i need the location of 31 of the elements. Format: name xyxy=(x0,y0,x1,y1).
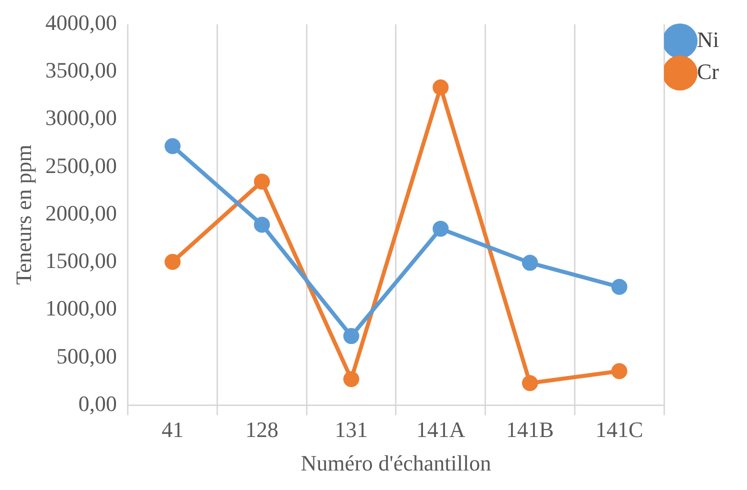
point xyxy=(432,220,449,237)
y-tick-label: 500,00 xyxy=(56,343,117,368)
x-tick-label: 141B xyxy=(506,417,554,442)
point xyxy=(343,371,360,388)
point xyxy=(522,375,538,392)
point xyxy=(611,278,628,295)
x-tick-label: 41 xyxy=(162,417,184,442)
point xyxy=(522,254,538,271)
y-axis-title: Teneurs en ppm xyxy=(10,144,36,285)
x-tick-label: 141A xyxy=(416,417,466,442)
x-tick-label: 131 xyxy=(334,417,368,442)
point xyxy=(611,363,628,380)
point xyxy=(164,254,181,270)
y-tick-label: 0,00 xyxy=(78,390,117,416)
y-tick-label: 3500,00 xyxy=(45,58,117,83)
y-tick-label: 1500,00 xyxy=(45,248,117,274)
point xyxy=(164,138,181,154)
x-axis-title: Numéro d'échantillon xyxy=(300,450,492,476)
x-tick-label: 141C xyxy=(595,417,644,442)
x-tick-label: 128 xyxy=(245,417,278,442)
y-tick-label: 4000,00 xyxy=(45,10,117,35)
y-tick-label: 1000,00 xyxy=(45,296,117,321)
point xyxy=(254,174,270,190)
y-tick-label: 2500,00 xyxy=(45,152,117,178)
y-tick-label: 2000,00 xyxy=(45,200,117,226)
legend-label: Ni xyxy=(697,26,719,52)
point xyxy=(343,328,360,344)
legend-label: Cr xyxy=(697,58,720,84)
y-tick-label: 3000,00 xyxy=(45,105,117,130)
point xyxy=(432,79,449,96)
point xyxy=(254,216,270,233)
